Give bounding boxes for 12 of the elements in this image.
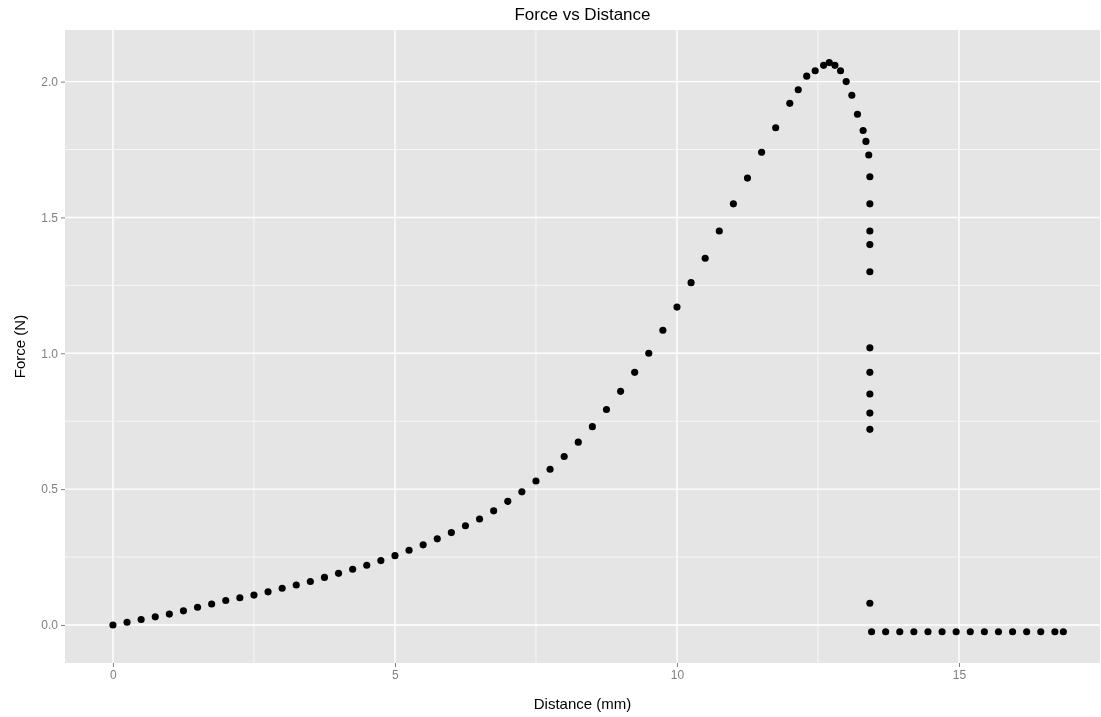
x-axis-title: Distance (mm) [533, 695, 632, 712]
chart-title: Force vs Distance [514, 5, 651, 24]
text: 0.0 [41, 618, 58, 633]
x-tick-label: 0 [110, 667, 118, 682]
y-axis-title: Force (N) [11, 314, 28, 379]
y-tick-label: 1.5 [41, 210, 59, 225]
y-tick-label: 2.0 [41, 74, 59, 89]
x-tick-label: 10 [670, 667, 685, 682]
x-tick-label: 5 [392, 667, 400, 682]
y-tick-label: 1.0 [41, 346, 59, 361]
y-tick-label: 0.5 [41, 482, 59, 497]
x-tick-label: 15 [952, 667, 967, 682]
